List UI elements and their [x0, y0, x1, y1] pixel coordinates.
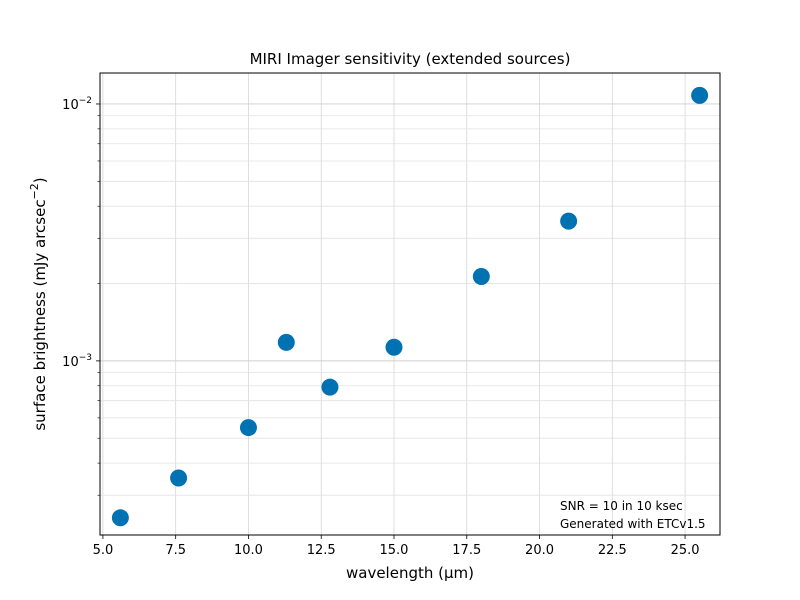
y-axis-label: surface brightness (mJy arcsec−2): [28, 177, 49, 430]
data-point: [321, 378, 339, 396]
x-tick-label: 5.0: [93, 543, 114, 558]
x-tick-label: 15.0: [380, 543, 409, 558]
data-point: [170, 469, 188, 487]
y-tick-label: 10−3: [62, 353, 92, 370]
data-points: [111, 86, 709, 527]
axis-ticks: 5.0 7.5 10.0 12.5 15.0 17.5 20.0 22.5 25.0 10−3 10…: [62, 96, 699, 558]
y-axis-label-main: surface brightness (mJy arcsec: [31, 199, 49, 430]
data-point: [691, 86, 709, 104]
data-point: [239, 419, 257, 437]
annotation-snr: SNR = 10 in 10 ksec: [560, 499, 683, 513]
data-point: [472, 268, 490, 286]
chart-title: MIRI Imager sensitivity (extended source…: [250, 50, 571, 68]
data-point: [111, 509, 129, 527]
x-tick-label: 25.0: [671, 543, 700, 558]
data-point: [560, 212, 578, 230]
y-tick-label: 10−2: [62, 96, 92, 113]
y-axis-label-exponent: −2: [28, 183, 41, 199]
x-tick-label: 22.5: [598, 543, 627, 558]
x-tick-label: 10.0: [234, 543, 263, 558]
x-tick-label: 12.5: [307, 543, 336, 558]
annotation-etc-version: Generated with ETCv1.5: [560, 517, 706, 531]
x-axis-label: wavelength (μm): [346, 564, 474, 582]
grid-lines: [100, 73, 720, 535]
y-axis-label-suffix: ): [31, 177, 49, 183]
x-tick-label: 7.5: [165, 543, 186, 558]
data-point: [385, 338, 403, 356]
x-tick-label: 17.5: [452, 543, 481, 558]
data-point: [277, 333, 295, 351]
plot-area-frame: [99, 72, 721, 536]
x-tick-label: 20.0: [525, 543, 554, 558]
